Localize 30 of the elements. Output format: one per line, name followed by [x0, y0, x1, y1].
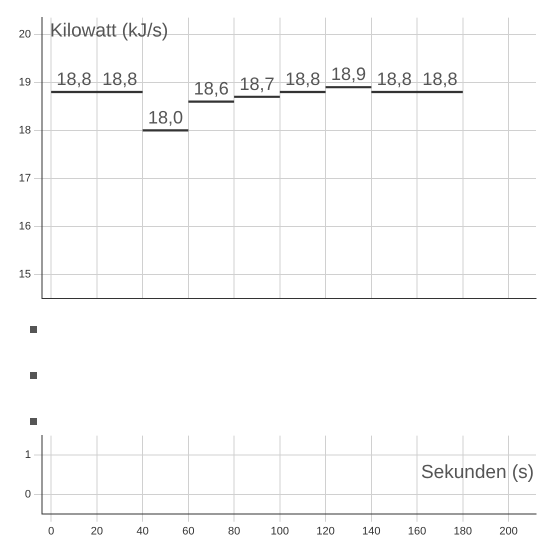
x-tick-label: 40 — [136, 525, 149, 538]
y-axis-title: Kilowatt (kJ/s) — [50, 20, 168, 42]
x-tick-label: 80 — [228, 525, 240, 538]
x-tick-label: 0 — [48, 525, 54, 538]
x-tick-label: 100 — [270, 525, 290, 538]
annotation: 18,7 — [239, 74, 275, 94]
y-tick-label: 16 — [18, 220, 31, 232]
annotation: 18,6 — [194, 78, 229, 99]
y-tick-label: 19 — [18, 76, 31, 88]
annotation: 18,8 — [285, 68, 320, 89]
y-tick-label: 15 — [18, 268, 31, 280]
annotation: 18,0 — [148, 107, 184, 128]
y-tick-label: 20 — [18, 28, 31, 40]
x-tick-label: 160 — [408, 525, 426, 538]
x-tick-label: 20 — [90, 525, 104, 538]
x-tick-label: 140 — [362, 525, 381, 538]
annotation: 18,8 — [102, 68, 138, 89]
y-tick-label: 17 — [18, 172, 31, 184]
x-axis-title: Sekunden (s) — [420, 462, 534, 483]
x-tick-label: 120 — [316, 525, 335, 538]
annotation: 18,8 — [376, 68, 412, 89]
x-tick-label: 60 — [182, 525, 194, 538]
x-tick-label: 180 — [454, 525, 472, 538]
annotation: 18,9 — [330, 64, 366, 84]
y-tick-label: 1 — [24, 449, 31, 462]
y-tick-label: 0 — [24, 488, 31, 500]
x-tick-label: 200 — [499, 525, 518, 538]
y-tick-label: 18 — [18, 124, 31, 136]
annotation: 18,8 — [422, 68, 458, 89]
annotation: 18,8 — [56, 68, 92, 89]
